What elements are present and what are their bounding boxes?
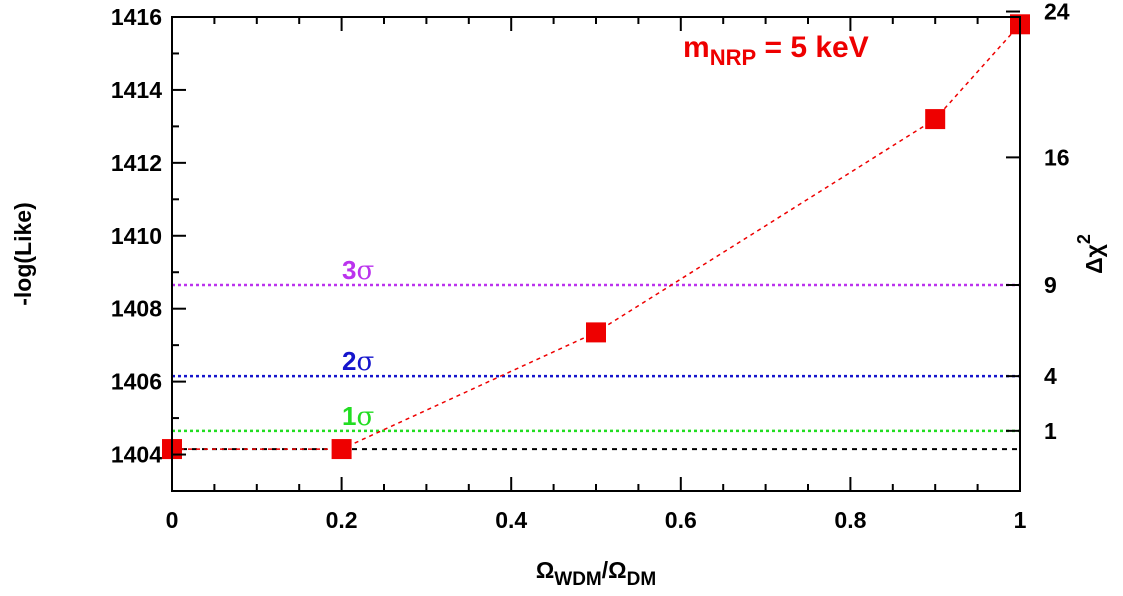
sigma-label-number: 2 (342, 346, 356, 376)
x-axis-label: ΩWDM/ΩDM (536, 557, 656, 590)
series-line (172, 24, 1020, 449)
plot-frame (172, 17, 1020, 491)
y2-label-base: Δχ (1081, 243, 1107, 274)
y2-tick-label: 4 (1044, 363, 1057, 389)
x-label-denominator-sub: DM (627, 569, 657, 590)
data-point (586, 322, 606, 342)
x-label-numerator: Ω (536, 557, 554, 583)
y2-tick-label: 16 (1044, 144, 1070, 170)
x-tick-label: 0.4 (495, 507, 527, 533)
y-tick-label: 1408 (111, 296, 162, 322)
x-tick-label: 1 (1014, 507, 1027, 533)
axis-ticks: 0 0.2 0.4 0.6 0.8 114041406140814101412141414… (111, 0, 1070, 533)
y-tick-label: 1414 (111, 77, 162, 103)
x-label-denominator: Ω (608, 557, 626, 583)
annotation-rest: = 5 keV (756, 31, 869, 64)
sigma-symbol: σ (356, 347, 374, 377)
x-tick-label: 0.2 (326, 507, 358, 533)
y-tick-label: 1404 (111, 442, 162, 468)
sigma-label-1: 1σ (342, 401, 374, 432)
x-label-numerator-sub: WDM (554, 569, 601, 590)
y2-tick-label: 24 (1044, 0, 1070, 25)
x-tick-label: 0.6 (665, 507, 697, 533)
y-tick-label: 1416 (111, 4, 162, 30)
y-tick-label: 1410 (111, 223, 162, 249)
y-tick-label: 1412 (111, 150, 162, 176)
sigma-label-number: 3 (342, 255, 356, 285)
x-tick-label: 0 (166, 507, 179, 533)
sigma-symbol: σ (356, 256, 374, 286)
y2-label-sup: 2 (1074, 234, 1094, 244)
y-tick-label: 1406 (111, 369, 162, 395)
x-tick-label: 0.8 (834, 507, 866, 533)
y2-axis-label: Δχ2 (1074, 234, 1107, 274)
mass-annotation: mNRP = 5 keV (683, 31, 869, 70)
y2-tick-label: 9 (1044, 272, 1057, 298)
y2-tick-label: 1 (1044, 418, 1057, 444)
sigma-symbol: σ (356, 402, 374, 432)
data-series (162, 14, 1030, 459)
annotation-main: m (683, 31, 710, 64)
data-point (925, 109, 945, 129)
annotation-sub: NRP (710, 45, 756, 70)
sigma-label-number: 1 (342, 401, 356, 431)
y-axis-label: -log(Like) (10, 202, 36, 306)
sigma-label-3: 3σ (342, 255, 374, 286)
sigma-label-2: 2σ (342, 346, 374, 377)
data-point (332, 439, 352, 459)
